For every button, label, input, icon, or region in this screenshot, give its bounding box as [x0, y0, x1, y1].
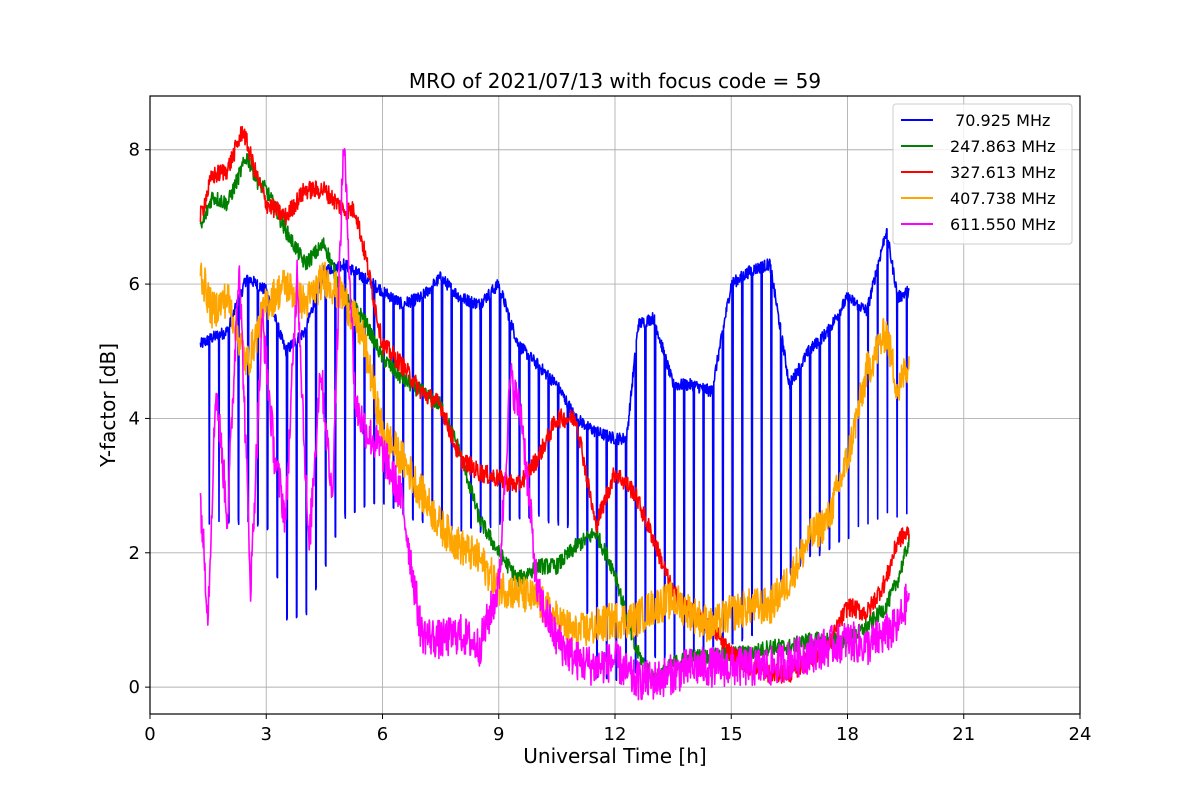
x-tick-label: 24 — [1069, 724, 1092, 745]
legend: 70.925 MHz 247.863 MHz 327.613 MHz 407.738 … — [892, 103, 1073, 245]
x-tick-label: 12 — [604, 724, 627, 745]
x-tick-label: 18 — [836, 724, 859, 745]
chart-title: MRO of 2021/07/13 with focus code = 59 — [409, 69, 821, 93]
y-tick-label: 6 — [129, 274, 140, 295]
y-tick-label: 2 — [129, 543, 140, 564]
x-tick-label: 15 — [720, 724, 743, 745]
x-tick-label: 21 — [952, 724, 975, 745]
y-tick-label: 8 — [129, 140, 140, 161]
y-tick-label: 4 — [129, 408, 140, 429]
legend-label: 327.613 MHz — [950, 163, 1055, 182]
legend-box — [892, 103, 1073, 245]
x-tick-label: 6 — [377, 724, 388, 745]
legend-label: 70.925 MHz — [950, 111, 1050, 130]
legend-label: 611.550 MHz — [950, 215, 1055, 234]
legend-label: 407.738 MHz — [950, 189, 1055, 208]
legend-label: 247.863 MHz — [950, 137, 1055, 156]
y-axis-label: Y-factor [dB] — [96, 343, 120, 468]
series-line-4 — [199, 148, 910, 701]
x-tick-label: 9 — [493, 724, 504, 745]
x-axis-label: Universal Time [h] — [523, 744, 706, 768]
series-group — [199, 125, 910, 701]
series-line-3 — [199, 261, 910, 652]
y-tick-label: 0 — [129, 677, 140, 698]
x-tick-label: 3 — [261, 724, 272, 745]
x-tick-label: 0 — [144, 724, 155, 745]
